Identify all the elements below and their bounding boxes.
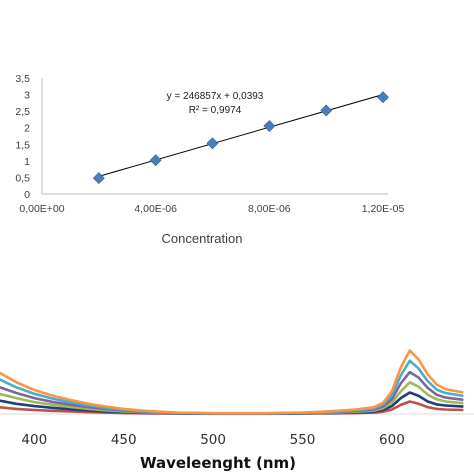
x-tick-label: 0,00E+00 xyxy=(19,203,64,215)
spectra-x-axis-title: Waveleenght (nm) xyxy=(140,454,296,472)
y-tick-label: 2,5 xyxy=(15,106,30,118)
x-tick-label: 1,20E-05 xyxy=(362,203,405,215)
data-point xyxy=(149,154,162,167)
data-point xyxy=(320,104,333,117)
data-point xyxy=(206,137,219,150)
x-tick-labels: 0,00E+00 4,00E-06 8,00E-06 1,20E-05 xyxy=(19,203,404,215)
r-squared-label: R² = 0,9974 xyxy=(189,105,242,116)
y-tick-label: 1,5 xyxy=(15,139,30,151)
spectra-x-tick-label: 400 xyxy=(21,432,47,448)
spectra-x-tick-label: 550 xyxy=(290,432,316,448)
y-tick-label: 3 xyxy=(24,90,30,102)
x-axis-title: Concentration xyxy=(162,231,243,246)
data-point xyxy=(263,120,276,132)
spectra-x-tick-label: 500 xyxy=(200,432,226,448)
y-tick-labels: 0 0,5 1 1,5 2 2,5 3 3,5 xyxy=(15,73,30,201)
data-point xyxy=(377,91,389,104)
trendline-equation: y = 246857x + 0,0393 xyxy=(167,91,264,102)
y-tick-label: 0 xyxy=(24,189,30,201)
spectra-x-tick-label: 600 xyxy=(379,432,405,448)
x-tick-label: 4,00E-06 xyxy=(134,203,177,215)
trendline xyxy=(98,94,384,177)
spectra-chart: 400 450 500 550 600 Waveleenght (nm) xyxy=(0,349,474,472)
spectrum-line xyxy=(0,349,464,415)
data-points xyxy=(92,91,389,185)
y-tick-label: 2 xyxy=(24,123,30,135)
y-tick-label: 3,5 xyxy=(15,73,30,85)
calibration-chart: 0 0,5 1 1,5 2 2,5 3 3,5 0,00E+00 4,00E-06 8,00E-0… xyxy=(15,73,404,246)
x-tick-label: 8,00E-06 xyxy=(248,203,291,215)
spectra-x-tick-label: 450 xyxy=(111,432,137,448)
spectra-x-tick-labels: 400 450 500 550 600 xyxy=(21,432,404,448)
y-tick-label: 1 xyxy=(24,156,30,168)
data-point xyxy=(92,172,105,185)
spectra-series xyxy=(0,349,464,416)
y-tick-label: 0,5 xyxy=(15,172,30,184)
